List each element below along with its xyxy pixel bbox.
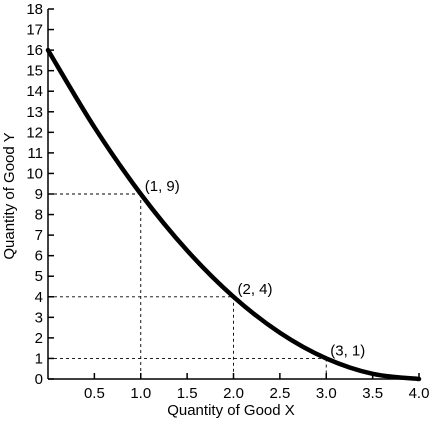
point-label: (2, 4) (238, 281, 273, 298)
x-tick-label: 4.0 (409, 385, 430, 402)
x-tick-labels: 0.5 1.0 1.5 2.0 2.5 3.0 3.5 4.0 (84, 385, 429, 402)
x-tick-label: 3.0 (316, 385, 337, 402)
y-tick-label: 4 (35, 289, 43, 306)
point-label: (3, 1) (330, 342, 365, 359)
y-tick-label: 7 (35, 227, 43, 244)
data-curve (45, 47, 422, 382)
y-tick-label: 1 (35, 350, 43, 367)
y-tick-label: 15 (26, 63, 43, 80)
y-tick-label: 6 (35, 248, 43, 265)
y-axis-title: Quantity of Good Y (1, 132, 18, 259)
y-tick-label: 9 (35, 186, 43, 203)
x-tick-label: 1.5 (177, 385, 198, 402)
y-tick-label: 17 (26, 22, 43, 39)
x-tick-label: 3.5 (362, 385, 383, 402)
x-tick-label: 2.0 (223, 385, 244, 402)
y-tick-label: 16 (26, 42, 43, 59)
x-tick-label: 1.0 (130, 385, 151, 402)
x-tick-label: 2.5 (269, 385, 290, 402)
y-tick-label: 12 (26, 124, 43, 141)
y-tick-label: 8 (35, 207, 43, 224)
y-tick-label: 0 (35, 371, 43, 388)
reference-lines (48, 193, 327, 379)
point-label: (1, 9) (145, 178, 180, 195)
y-tick-label: 13 (26, 104, 43, 121)
y-tick-label: 11 (27, 145, 43, 162)
y-tick-label: 5 (35, 268, 43, 285)
point-labels: (1, 9) (2, 4) (3, 1) (145, 178, 366, 359)
y-tick-label: 2 (35, 330, 43, 347)
x-tick-label: 0.5 (84, 385, 105, 402)
x-axis-title: Quantity of Good X (167, 402, 295, 419)
y-tick-label: 3 (35, 309, 43, 326)
y-tick-label: 18 (26, 1, 43, 18)
y-tick-label: 14 (26, 83, 43, 100)
y-tick-marks (48, 8, 54, 380)
x-tick-marks (93, 373, 420, 379)
y-tick-label: 10 (26, 165, 43, 182)
